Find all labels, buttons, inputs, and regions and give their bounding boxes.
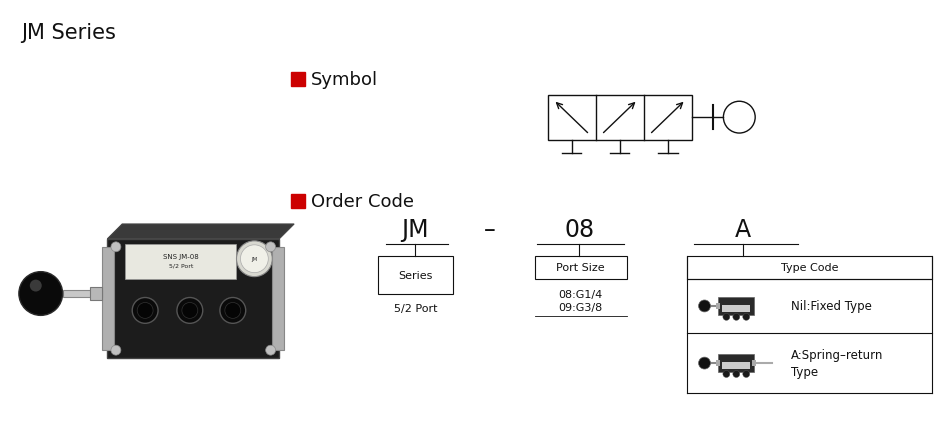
Text: Order Code: Order Code (311, 193, 414, 211)
Text: 08: 08 (564, 217, 594, 241)
Circle shape (733, 314, 739, 321)
Text: Type Code: Type Code (781, 263, 838, 272)
Bar (291, 195, 305, 208)
Circle shape (182, 303, 198, 318)
Bar (753, 360, 756, 366)
Circle shape (699, 300, 710, 312)
Bar (719, 297, 755, 315)
Circle shape (19, 272, 62, 316)
Circle shape (132, 298, 158, 324)
Bar (717, 360, 721, 366)
Bar (291, 73, 305, 87)
Circle shape (177, 298, 203, 324)
Circle shape (743, 371, 750, 378)
Circle shape (30, 280, 41, 292)
Bar (723, 362, 750, 369)
Circle shape (723, 314, 730, 321)
Text: SNS JM-08: SNS JM-08 (163, 254, 199, 260)
Circle shape (743, 314, 750, 321)
Bar (125, 244, 236, 279)
Text: JM: JM (401, 217, 430, 241)
Bar (535, 256, 627, 279)
Bar (547, 95, 691, 140)
Text: Nil:Fixed Type: Nil:Fixed Type (791, 300, 872, 313)
Bar (717, 303, 721, 309)
Text: 08:G1/4: 08:G1/4 (559, 289, 603, 299)
Circle shape (266, 242, 276, 252)
Bar (719, 354, 755, 372)
Circle shape (723, 371, 730, 378)
Circle shape (266, 346, 276, 355)
Bar (90, 287, 103, 301)
Circle shape (699, 357, 710, 369)
Bar (378, 256, 453, 294)
Text: 09:G3/8: 09:G3/8 (559, 303, 603, 313)
Bar (107, 239, 279, 358)
Text: Port Size: Port Size (557, 263, 605, 272)
Circle shape (111, 346, 121, 355)
Bar (687, 256, 932, 279)
Text: A: A (735, 217, 752, 241)
Text: JM Series: JM Series (21, 23, 116, 43)
Text: 5/2 Port: 5/2 Port (394, 304, 437, 314)
Text: 5/2 Port: 5/2 Port (169, 263, 193, 268)
Circle shape (219, 298, 246, 324)
Bar (272, 247, 284, 350)
Circle shape (138, 303, 154, 318)
Circle shape (236, 241, 272, 277)
Text: Series: Series (398, 270, 432, 280)
Text: Symbol: Symbol (311, 71, 378, 88)
Text: JM: JM (252, 257, 257, 261)
Polygon shape (107, 224, 294, 239)
Circle shape (225, 303, 241, 318)
Bar (723, 305, 750, 312)
Text: A:Spring–return
Type: A:Spring–return Type (791, 348, 884, 378)
Text: –: – (484, 217, 495, 241)
Bar (62, 290, 103, 298)
Circle shape (240, 245, 268, 273)
Bar (103, 247, 114, 350)
Circle shape (111, 242, 121, 252)
Circle shape (733, 371, 739, 378)
